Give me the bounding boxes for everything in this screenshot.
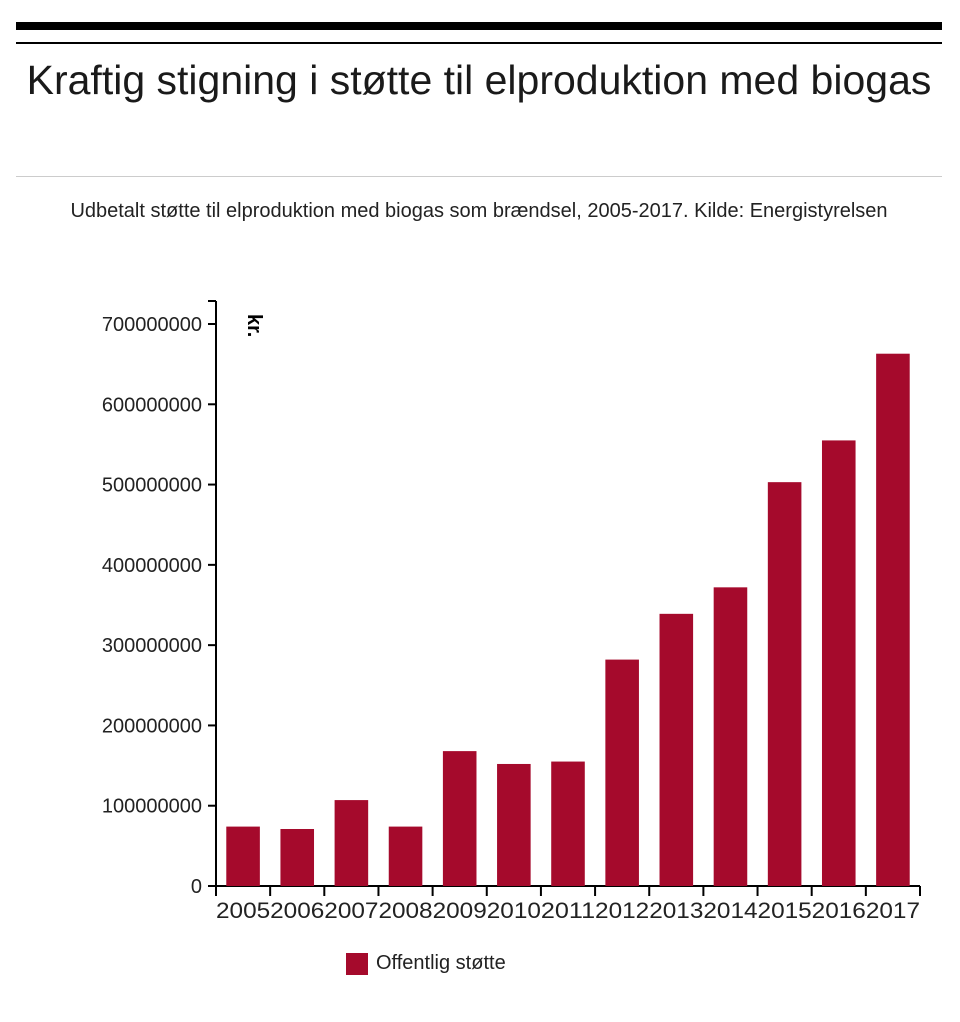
bar-2012 bbox=[605, 659, 639, 886]
legend-label: Offentlig støtte bbox=[376, 952, 506, 974]
x-tick-label: 2017 bbox=[866, 898, 920, 923]
y-axis-label: kr. bbox=[243, 314, 265, 337]
bar-2015 bbox=[767, 482, 802, 886]
x-tick-label: 2012 bbox=[595, 898, 649, 923]
y-tick-label: 400000000 bbox=[102, 555, 202, 577]
bar-2016 bbox=[821, 440, 856, 886]
y-tick-label: 600000000 bbox=[102, 394, 202, 416]
title-divider bbox=[16, 176, 942, 177]
bar-2007 bbox=[334, 800, 369, 886]
x-tick-label: 2016 bbox=[812, 898, 866, 923]
y-tick-label: 500000000 bbox=[102, 475, 202, 497]
bar-2009 bbox=[442, 751, 477, 886]
y-tick-label: 700000000 bbox=[102, 314, 202, 336]
chart-subtitle: Udbetalt støtte til elproduktion med bio… bbox=[70, 200, 888, 222]
bar-2005 bbox=[226, 826, 260, 886]
x-tick-label: 2009 bbox=[433, 898, 487, 923]
bar-2006 bbox=[280, 828, 315, 886]
y-tick-label: 200000000 bbox=[102, 715, 202, 737]
x-tick-label: 2014 bbox=[703, 898, 757, 923]
x-tick-label: 2015 bbox=[758, 898, 812, 923]
y-tick-label: 0 bbox=[191, 876, 202, 898]
x-tick-label: 2011 bbox=[541, 898, 595, 923]
bar-2008 bbox=[388, 826, 423, 886]
x-tick-label: 2008 bbox=[378, 898, 432, 923]
x-tick-label: 2005 bbox=[216, 898, 270, 923]
bar-2017 bbox=[876, 353, 910, 887]
legend: Offentlig støtte bbox=[346, 952, 506, 975]
y-tick-label: 100000000 bbox=[102, 796, 202, 818]
bar-2011 bbox=[551, 761, 585, 886]
x-tick-label: 2007 bbox=[324, 898, 378, 923]
x-tick-label: 2006 bbox=[270, 898, 324, 923]
top-rule-thin bbox=[16, 42, 942, 44]
y-tick-label: 300000000 bbox=[102, 635, 202, 657]
x-tick-label: 2010 bbox=[487, 898, 541, 923]
bar-2013 bbox=[659, 613, 694, 886]
bar-2010 bbox=[497, 763, 531, 886]
bar-2014 bbox=[713, 587, 748, 886]
legend-swatch bbox=[346, 952, 368, 975]
chart-title: Kraftig stigning i støtte til elprodukti… bbox=[26, 57, 932, 103]
top-rule-thick bbox=[16, 22, 942, 30]
x-tick-label: 2013 bbox=[649, 898, 703, 923]
